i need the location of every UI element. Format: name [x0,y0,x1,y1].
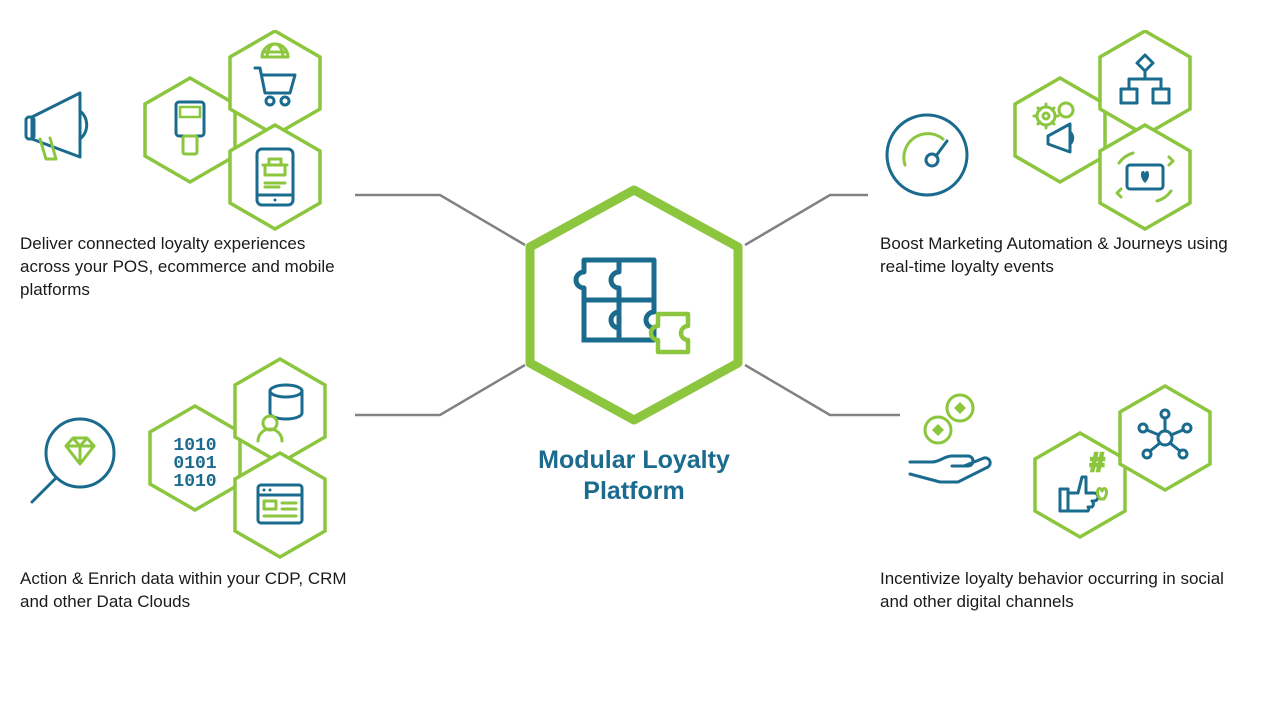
hex-mobile-shop [230,125,320,229]
tl-cluster [0,30,360,260]
megaphone-icon [26,93,87,159]
center-title-line1: Modular Loyalty [538,446,730,474]
svg-text:0101: 0101 [173,454,216,474]
br-text: Incentivize loyalty behavior occurring i… [880,568,1240,614]
center-title: Modular Loyalty Platform [484,445,784,508]
tr-cluster [870,30,1269,260]
gauge-icon [887,115,967,195]
center-hex-shape [530,190,738,420]
center-title-line2: Platform [583,477,684,505]
hex-screen-heart [1100,125,1190,229]
svg-text:1010: 1010 [173,436,216,456]
coins-hand-icon [910,395,990,482]
hex-globe-cart [230,31,320,135]
bl-text: Action & Enrich data within your CDP, CR… [20,568,350,614]
tr-text: Boost Marketing Automation & Journeys us… [880,233,1240,279]
infographic-canvas: Modular Loyalty Platform [0,0,1269,709]
hex-card-reader [145,78,235,182]
svg-text:#: # [1090,447,1105,477]
hex-binary: 1010 0101 1010 [150,406,240,510]
tl-text: Deliver connected loyalty experiences ac… [20,233,350,302]
hex-browser [235,453,325,557]
hex-thumb-hash: # [1035,433,1125,537]
br-cluster: # [870,355,1269,585]
svg-text:1010: 1010 [173,472,216,492]
hex-network [1120,386,1210,490]
hex-db-user [235,359,325,463]
hex-gears-mega [1015,78,1105,182]
diamond-lens-icon [32,419,114,502]
hex-flowchart [1100,31,1190,135]
bl-cluster: 1010 0101 1010 [0,355,360,585]
